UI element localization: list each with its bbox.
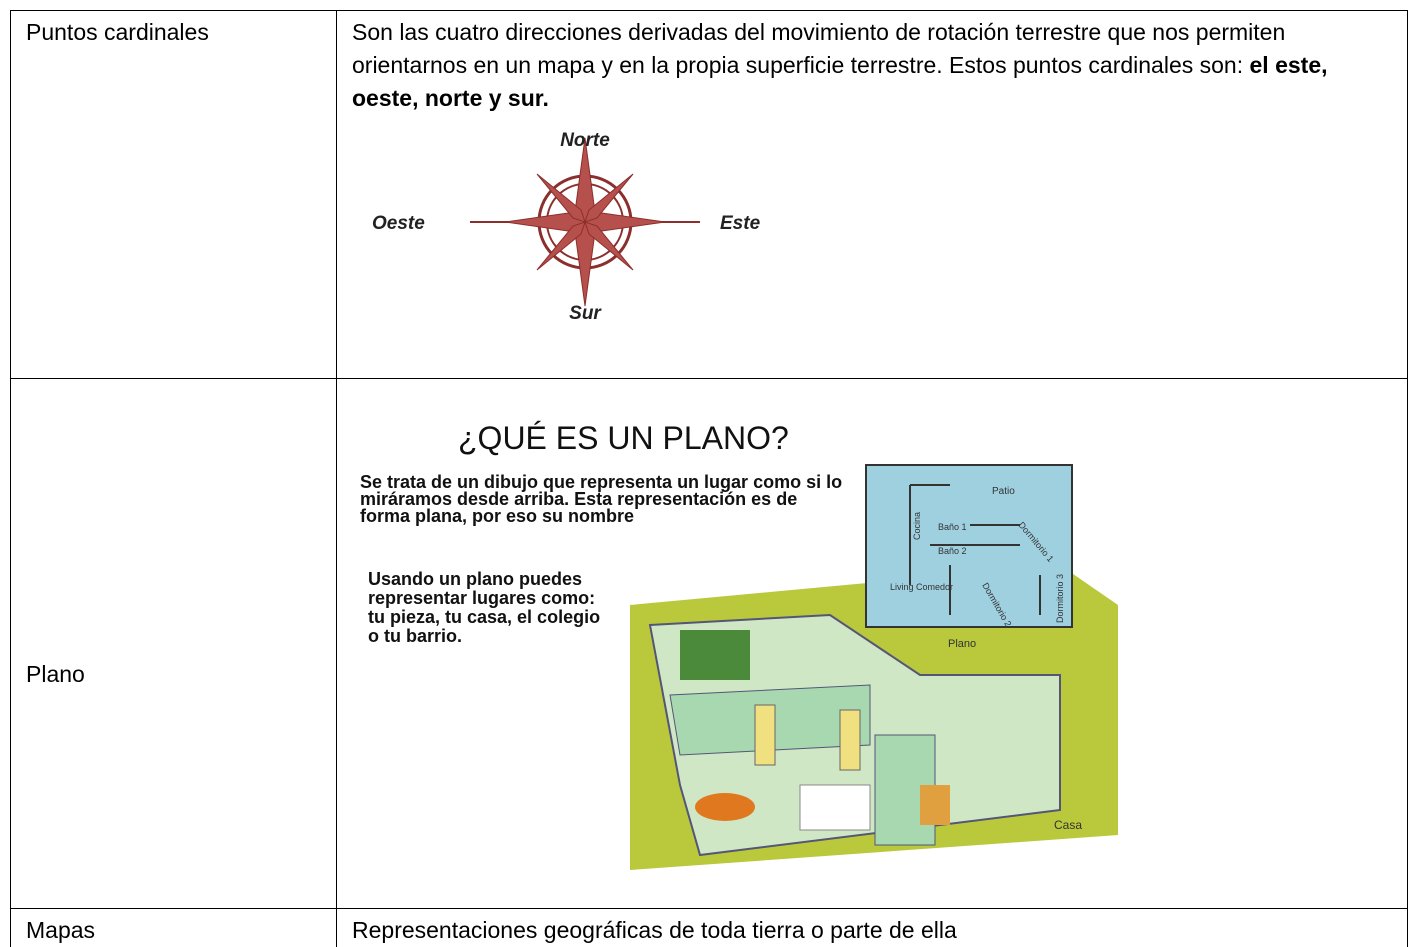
border: [10, 10, 1408, 11]
house-illustration: Patio Cocina Baño 1 Baño 2 Dormitorio 1 …: [630, 464, 1118, 870]
figure-intro: Se trata de un dibujo que representa un …: [360, 472, 843, 526]
border: [10, 378, 1408, 379]
figure-usage: Usando un plano puedes representar lugar…: [368, 569, 601, 646]
compass: Norte Oeste Este Sur: [372, 130, 761, 324]
compass-label: Este: [720, 213, 761, 234]
compass-label: Sur: [569, 303, 602, 324]
border: [336, 10, 337, 947]
plan-label: Dormitorio 3: [1055, 574, 1065, 623]
plan-label: Cocina: [912, 512, 922, 540]
term: Plano: [26, 661, 85, 687]
compass-label: Oeste: [372, 213, 425, 234]
plan-caption: Plano: [948, 638, 976, 650]
plan-label: Baño 2: [938, 546, 967, 556]
definition-bold: el este, oeste, norte y sur.: [352, 52, 1328, 111]
figure-title: ¿QUÉ ES UN PLANO?: [458, 420, 789, 456]
border: [10, 908, 1408, 909]
plan-label: Baño 1: [938, 522, 967, 532]
definition: Son las cuatro direcciones derivadas del…: [352, 16, 1382, 115]
definition: Representaciones geográficas de toda tie…: [352, 917, 957, 943]
term: Puntos cardinales: [26, 19, 209, 45]
border: [10, 10, 11, 947]
plan-label: Patio: [992, 486, 1015, 497]
compass-label: Norte: [560, 130, 610, 151]
plan-label: Living Comedor: [890, 582, 953, 592]
border: [1407, 10, 1408, 947]
house-caption: Casa: [1054, 818, 1082, 832]
definition-text: Son las cuatro direcciones derivadas del…: [352, 19, 1286, 78]
term: Mapas: [26, 917, 96, 943]
